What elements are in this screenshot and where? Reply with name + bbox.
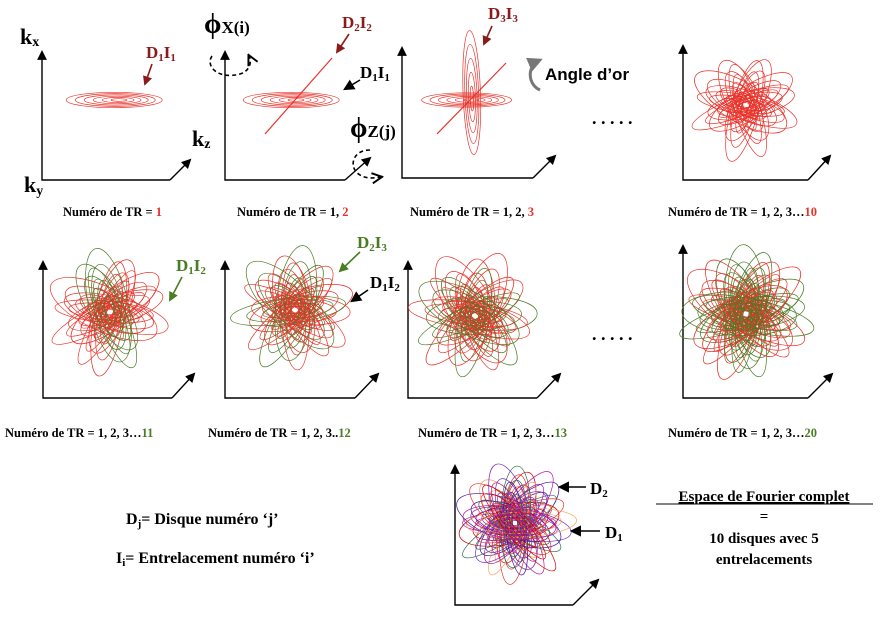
axis-label-ky: ky bbox=[24, 172, 43, 199]
caption-2: Numéro de TR = 1, 2 bbox=[237, 205, 349, 219]
axes-frame-8 bbox=[678, 244, 834, 399]
pointer-d2i3 bbox=[338, 251, 361, 273]
axis-label-kx: kx bbox=[20, 24, 39, 50]
axes-frames bbox=[37, 44, 834, 606]
burst-panel5 bbox=[49, 248, 169, 377]
disk-d3i3-panel3 bbox=[462, 30, 482, 155]
trajectory-disk bbox=[85, 248, 132, 363]
trajectory-disk bbox=[462, 505, 557, 540]
pointer-d1i1-a bbox=[143, 63, 153, 86]
axes-frame-2 bbox=[220, 50, 372, 181]
trajectory-disk bbox=[418, 280, 520, 345]
label-d2i3: D2I3 bbox=[357, 233, 387, 254]
axes-frame-7 bbox=[403, 260, 562, 399]
phi-z-rotation-arrow bbox=[352, 149, 381, 178]
burst-panel6 bbox=[230, 245, 353, 371]
caption-8: Numéro de TR = 1, 2, 3…20 bbox=[668, 426, 817, 440]
disk-d1i1-panel2 bbox=[242, 91, 340, 109]
burst-panel4 bbox=[691, 59, 798, 162]
caption-5: Numéro de TR = 1, 2, 3…11 bbox=[5, 426, 153, 440]
label-d1i2-green: D1I2 bbox=[176, 256, 206, 277]
disk-d1i1-panel3 bbox=[421, 92, 512, 108]
trajectory-disk bbox=[693, 285, 788, 350]
summary-title: Espace de Fourier complet bbox=[679, 489, 850, 505]
golden-angle-label: Angle d’or bbox=[545, 65, 629, 84]
caption-7: Numéro de TR = 1, 2, 3…13 bbox=[418, 426, 567, 440]
axes-frame-1 bbox=[37, 50, 192, 181]
trajectory-disk bbox=[694, 70, 788, 134]
summary-line-1: 10 disques avec 5 bbox=[709, 531, 819, 547]
trajectory-patterns bbox=[49, 30, 815, 585]
captions: Numéro de TR = 1 Numéro de TR = 1, 2 Num… bbox=[5, 205, 817, 440]
pointer-d2i2 bbox=[335, 33, 350, 54]
trajectory-disk bbox=[723, 252, 773, 363]
burst-panel8 bbox=[679, 244, 815, 380]
disk-d2i2-edge-panel3 bbox=[436, 62, 507, 135]
trajectory-disk bbox=[447, 253, 508, 366]
caption-4: Numéro de TR = 1, 2, 3…10 bbox=[668, 205, 817, 219]
pointer-d1i1-b bbox=[343, 79, 361, 91]
axis-label-kz: kz bbox=[192, 126, 210, 152]
disk-d1i1-panel1 bbox=[65, 91, 163, 109]
golden-angle-arrow bbox=[526, 57, 543, 92]
burst-panel7 bbox=[407, 253, 538, 378]
label-d1: D1 bbox=[605, 523, 623, 544]
caption-3: Numéro de TR = 1, 2, 3 bbox=[410, 205, 534, 219]
legend-interleave: Ii= Entrelacement numéro ‘i’ bbox=[116, 550, 315, 569]
axes-frame-3 bbox=[397, 46, 557, 179]
annotation-pointers bbox=[143, 25, 600, 537]
trajectory-disk bbox=[707, 87, 795, 121]
legend-disk: Dj= Disque numéro ‘j’ bbox=[126, 511, 279, 530]
label-d1i1-b: D1I1 bbox=[360, 63, 390, 84]
phi-z-label: ϕZ(j) bbox=[350, 113, 396, 144]
axes-frame-6 bbox=[220, 260, 380, 399]
continuation-dots-row1: . . . . . bbox=[592, 108, 633, 128]
pointer-d3i3 bbox=[482, 25, 493, 46]
phi-x-label: ϕX(i) bbox=[204, 9, 250, 40]
trajectory-disk bbox=[267, 273, 329, 357]
continuation-dots-row2: . . . . . bbox=[592, 324, 633, 344]
summary-equals: = bbox=[760, 509, 769, 525]
label-d2i2: D2I2 bbox=[342, 13, 372, 34]
label-d3i3: D3I3 bbox=[488, 4, 518, 25]
burst-full-fourier-space bbox=[456, 463, 577, 585]
caption-6: Numéro de TR = 1, 2, 3..12 bbox=[208, 426, 351, 440]
disk-d2i2-edge bbox=[264, 57, 333, 135]
label-d1i1-a: D1I1 bbox=[146, 43, 176, 64]
label-d2: D2 bbox=[590, 479, 608, 500]
axes-frame-4 bbox=[678, 44, 832, 181]
axes-frame-5 bbox=[38, 260, 196, 399]
pointer-d1i2-black bbox=[350, 289, 369, 303]
summary-line-2: entrelacements bbox=[716, 552, 813, 568]
pointer-d1i2-green bbox=[169, 276, 183, 302]
phi-x-rotation-arrow bbox=[209, 56, 250, 77]
caption-1: Numéro de TR = 1 bbox=[63, 205, 162, 219]
label-d1i2-black: D1I2 bbox=[370, 273, 400, 294]
axes-frame-9 bbox=[450, 464, 600, 606]
